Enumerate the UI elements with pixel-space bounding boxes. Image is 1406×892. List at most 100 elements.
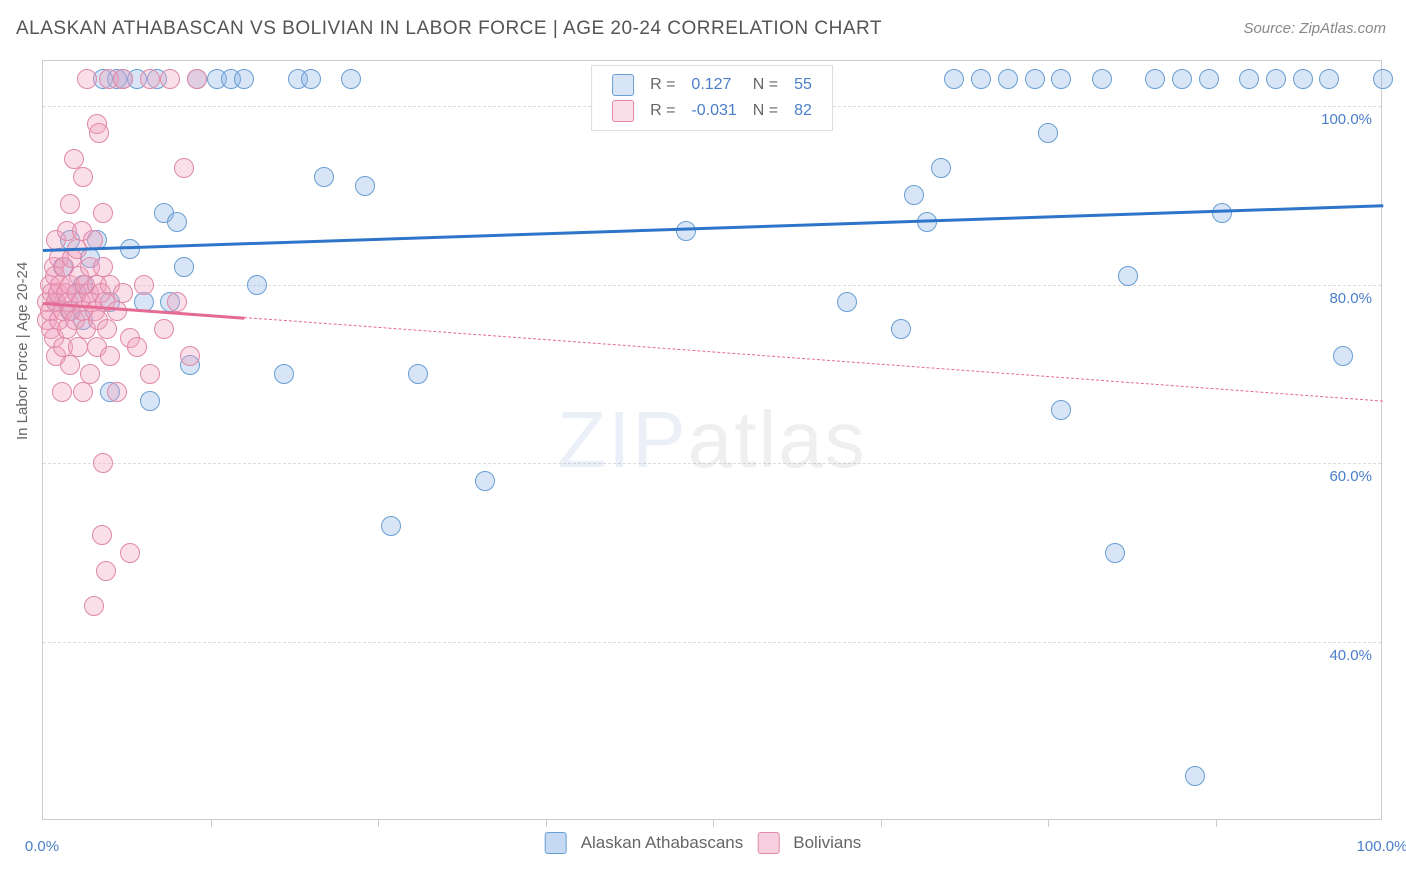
trend-line-dash [244, 317, 1383, 402]
data-point [381, 516, 401, 536]
legend-swatch [612, 74, 634, 96]
data-point [120, 543, 140, 563]
source-attribution: Source: ZipAtlas.com [1243, 20, 1386, 37]
legend-r-label: R = [642, 98, 683, 124]
legend-series-label: Alaskan Athabascans [581, 833, 744, 853]
legend-series-label: Bolivians [793, 833, 861, 853]
data-point [837, 292, 857, 312]
data-point [174, 158, 194, 178]
data-point [174, 257, 194, 277]
data-point [301, 69, 321, 89]
data-point [68, 337, 88, 357]
data-point [187, 69, 207, 89]
plot-area: ZIPatlas R =0.127N =55R =-0.031N =82 [42, 60, 1382, 820]
data-point [93, 453, 113, 473]
data-point [92, 525, 112, 545]
data-point [140, 391, 160, 411]
data-point [167, 292, 187, 312]
legend-r-value: 0.127 [683, 72, 744, 98]
data-point [77, 69, 97, 89]
legend-r-label: R = [642, 72, 683, 98]
data-point [408, 364, 428, 384]
data-point [107, 301, 127, 321]
data-point [971, 69, 991, 89]
data-point [1025, 69, 1045, 89]
data-point [314, 167, 334, 187]
grid-line [43, 642, 1381, 643]
grid-line [43, 285, 1381, 286]
y-tick-label: 60.0% [1312, 468, 1372, 485]
legend-n-label: N = [745, 98, 786, 124]
legend-swatch [612, 100, 634, 122]
data-point [247, 275, 267, 295]
data-point [60, 355, 80, 375]
data-point [73, 167, 93, 187]
chart-container: ALASKAN ATHABASCAN VS BOLIVIAN IN LABOR … [0, 0, 1406, 892]
data-point [1172, 69, 1192, 89]
data-point [891, 319, 911, 339]
x-tick [881, 819, 882, 827]
x-tick [1216, 819, 1217, 827]
data-point [167, 212, 187, 232]
watermark: ZIPatlas [557, 394, 866, 486]
x-tick [1048, 819, 1049, 827]
y-axis-title: In Labor Force | Age 20-24 [14, 262, 31, 440]
legend-swatch [757, 832, 779, 854]
data-point [1199, 69, 1219, 89]
y-tick-label: 40.0% [1312, 647, 1372, 664]
data-point [80, 364, 100, 384]
data-point [1266, 69, 1286, 89]
data-point [1038, 123, 1058, 143]
data-point [904, 185, 924, 205]
data-point [1051, 69, 1071, 89]
series-legend: Alaskan Athabascans Bolivians [545, 832, 862, 854]
data-point [1333, 346, 1353, 366]
data-point [84, 596, 104, 616]
data-point [475, 471, 495, 491]
data-point [274, 364, 294, 384]
data-point [107, 382, 127, 402]
trend-line [43, 204, 1383, 251]
data-point [60, 194, 80, 214]
data-point [113, 283, 133, 303]
data-point [234, 69, 254, 89]
data-point [1239, 69, 1259, 89]
x-tick [378, 819, 379, 827]
data-point [127, 337, 147, 357]
data-point [93, 203, 113, 223]
data-point [180, 346, 200, 366]
data-point [140, 364, 160, 384]
data-point [140, 69, 160, 89]
data-point [134, 275, 154, 295]
data-point [154, 319, 174, 339]
legend-n-value: 82 [786, 98, 820, 124]
data-point [113, 69, 133, 89]
data-point [1185, 766, 1205, 786]
data-point [1373, 69, 1393, 89]
data-point [160, 69, 180, 89]
data-point [1293, 69, 1313, 89]
watermark-main: ZIP [557, 395, 687, 484]
data-point [52, 382, 72, 402]
data-point [100, 346, 120, 366]
x-tick-label: 100.0% [1352, 838, 1406, 855]
y-tick-label: 80.0% [1312, 290, 1372, 307]
x-tick [546, 819, 547, 827]
legend-swatch [545, 832, 567, 854]
data-point [355, 176, 375, 196]
data-point [931, 158, 951, 178]
legend-r-value: -0.031 [683, 98, 744, 124]
x-tick [211, 819, 212, 827]
data-point [1092, 69, 1112, 89]
correlation-legend: R =0.127N =55R =-0.031N =82 [591, 65, 833, 131]
data-point [998, 69, 1018, 89]
data-point [341, 69, 361, 89]
chart-title: ALASKAN ATHABASCAN VS BOLIVIAN IN LABOR … [16, 18, 882, 40]
data-point [89, 123, 109, 143]
x-tick [713, 819, 714, 827]
watermark-rest: atlas [688, 395, 867, 484]
data-point [1051, 400, 1071, 420]
x-tick-label: 0.0% [12, 838, 72, 855]
data-point [97, 319, 117, 339]
grid-line [43, 463, 1381, 464]
